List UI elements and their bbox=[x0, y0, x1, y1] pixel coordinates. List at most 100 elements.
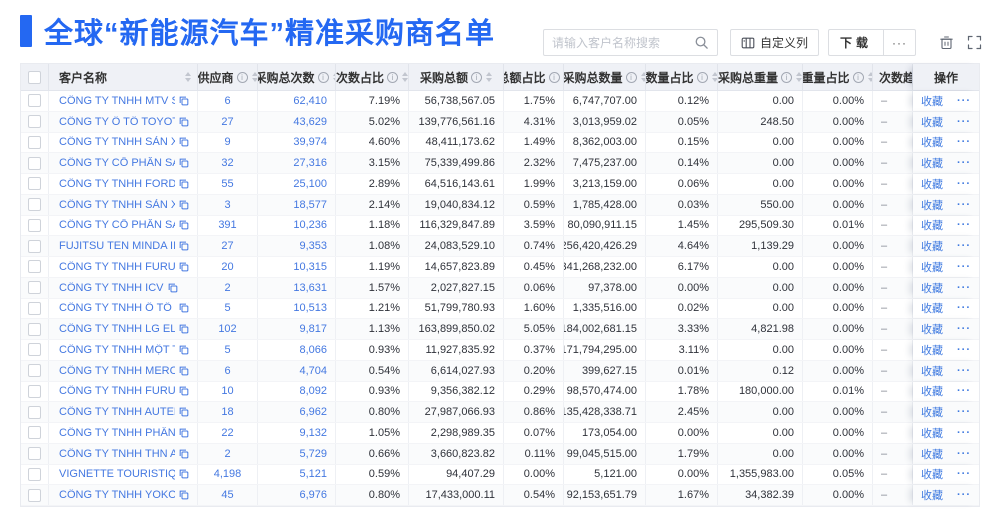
column-header-amount_pct[interactable]: 总额占比i bbox=[504, 64, 564, 90]
favorite-button[interactable]: 收藏 bbox=[921, 178, 943, 191]
favorite-button[interactable]: 收藏 bbox=[921, 220, 943, 233]
row-checkbox[interactable] bbox=[28, 94, 41, 108]
column-header-weight[interactable]: 采购总重量 i bbox=[718, 64, 803, 90]
customer-name-link[interactable]: CÔNG TY TNHH FORD VIỆT NAM bbox=[59, 177, 175, 190]
favorite-button[interactable]: 收藏 bbox=[921, 469, 943, 482]
row-more-button[interactable]: ··· bbox=[957, 198, 971, 211]
delete-icon[interactable] bbox=[936, 29, 956, 56]
sort-icon[interactable] bbox=[796, 72, 802, 82]
row-more-button[interactable]: ··· bbox=[957, 94, 971, 107]
customer-name-link[interactable]: VIGNETTE TOURISTIQUE G UNI... bbox=[59, 468, 175, 481]
row-more-button[interactable]: ··· bbox=[957, 260, 971, 273]
row-checkbox[interactable] bbox=[28, 135, 41, 149]
column-header-supplier[interactable]: 供应商 i bbox=[198, 64, 258, 90]
customer-name-link[interactable]: CÔNG TY CỔ PHẦN SẢN XUẤT... bbox=[59, 219, 175, 232]
copy-icon[interactable] bbox=[179, 449, 189, 459]
favorite-button[interactable]: 收藏 bbox=[921, 303, 943, 316]
copy-icon[interactable] bbox=[179, 469, 189, 479]
info-icon[interactable]: i bbox=[548, 71, 560, 83]
favorite-button[interactable]: 收藏 bbox=[921, 324, 943, 337]
row-checkbox[interactable] bbox=[28, 301, 41, 315]
row-checkbox[interactable] bbox=[28, 177, 41, 191]
favorite-button[interactable]: 收藏 bbox=[921, 344, 943, 357]
row-more-button[interactable]: ··· bbox=[957, 177, 971, 190]
search-icon[interactable] bbox=[694, 35, 709, 50]
favorite-button[interactable]: 收藏 bbox=[921, 241, 943, 254]
copy-icon[interactable] bbox=[179, 303, 189, 313]
row-checkbox[interactable] bbox=[28, 343, 41, 357]
copy-icon[interactable] bbox=[179, 428, 189, 438]
row-more-button[interactable]: ··· bbox=[957, 489, 971, 502]
row-checkbox[interactable] bbox=[28, 467, 41, 481]
row-more-button[interactable]: ··· bbox=[957, 240, 971, 253]
row-more-button[interactable]: ··· bbox=[957, 323, 971, 336]
row-more-button[interactable]: ··· bbox=[957, 343, 971, 356]
row-more-button[interactable]: ··· bbox=[957, 406, 971, 419]
row-checkbox[interactable] bbox=[28, 405, 41, 419]
row-checkbox[interactable] bbox=[28, 384, 41, 398]
column-header-quantity_pct[interactable]: 数量占比 i bbox=[646, 64, 718, 90]
favorite-button[interactable]: 收藏 bbox=[921, 365, 943, 378]
info-icon[interactable]: i bbox=[625, 71, 637, 83]
column-header-weight_pct[interactable]: 重量占比 i bbox=[803, 64, 873, 90]
favorite-button[interactable]: 收藏 bbox=[921, 407, 943, 420]
download-more-button[interactable]: ··· bbox=[884, 30, 915, 55]
customer-name-link[interactable]: CÔNG TY TNHH AUTEL VIỆT N... bbox=[59, 406, 175, 419]
info-icon[interactable]: i bbox=[471, 71, 482, 83]
copy-icon[interactable] bbox=[179, 200, 189, 210]
row-checkbox[interactable] bbox=[28, 447, 41, 461]
favorite-button[interactable]: 收藏 bbox=[921, 95, 943, 108]
download-button[interactable]: 下载 bbox=[829, 30, 884, 55]
info-icon[interactable]: i bbox=[852, 71, 864, 83]
row-more-button[interactable]: ··· bbox=[957, 219, 971, 232]
favorite-button[interactable]: 收藏 bbox=[921, 116, 943, 129]
row-more-button[interactable]: ··· bbox=[957, 426, 971, 439]
copy-icon[interactable] bbox=[179, 490, 189, 500]
column-header-quantity[interactable]: 采购总数量 i bbox=[564, 64, 646, 90]
sort-icon[interactable] bbox=[711, 72, 717, 82]
copy-icon[interactable] bbox=[179, 407, 189, 417]
copy-icon[interactable] bbox=[179, 220, 189, 230]
favorite-button[interactable]: 收藏 bbox=[921, 137, 943, 150]
copy-icon[interactable] bbox=[179, 117, 189, 127]
customer-name-link[interactable]: CÔNG TY CỔ PHẦN SẢN XUẤT... bbox=[59, 157, 175, 170]
sort-icon[interactable] bbox=[486, 72, 492, 82]
row-more-button[interactable]: ··· bbox=[957, 115, 971, 128]
favorite-button[interactable]: 收藏 bbox=[921, 158, 943, 171]
customer-name-link[interactable]: CÔNG TY TNHH PHÂN PHỐI T... bbox=[59, 426, 175, 439]
copy-icon[interactable] bbox=[179, 179, 189, 189]
copy-icon[interactable] bbox=[179, 262, 189, 272]
row-more-button[interactable]: ··· bbox=[957, 468, 971, 481]
favorite-button[interactable]: 收藏 bbox=[921, 448, 943, 461]
customize-columns-button[interactable]: 自定义列 bbox=[729, 29, 819, 56]
column-header-times[interactable]: 采购总次数 i bbox=[258, 64, 336, 90]
row-more-button[interactable]: ··· bbox=[957, 447, 971, 460]
row-checkbox[interactable] bbox=[28, 322, 41, 336]
info-icon[interactable]: i bbox=[696, 71, 708, 83]
info-icon[interactable]: i bbox=[317, 71, 329, 83]
sort-icon[interactable] bbox=[251, 72, 257, 82]
customer-name-link[interactable]: CÔNG TY TNHH YOKOWO VIỆT... bbox=[59, 489, 175, 502]
copy-icon[interactable] bbox=[179, 345, 189, 355]
row-checkbox[interactable] bbox=[28, 281, 41, 295]
row-checkbox[interactable] bbox=[28, 218, 41, 232]
customer-name-link[interactable]: FUJITSU TEN MINDA INDIA PVT... bbox=[59, 240, 175, 253]
customer-name-link[interactable]: CÔNG TY TNHH FURUKAWA A... bbox=[59, 260, 175, 273]
sort-icon[interactable] bbox=[185, 72, 191, 82]
row-checkbox[interactable] bbox=[28, 488, 41, 502]
sort-icon[interactable] bbox=[867, 72, 872, 82]
row-checkbox[interactable] bbox=[28, 115, 41, 129]
row-more-button[interactable]: ··· bbox=[957, 364, 971, 377]
customer-name-link[interactable]: CÔNG TY TNHH SẢN XUẤT VÀ ... bbox=[59, 198, 175, 211]
copy-icon[interactable] bbox=[179, 137, 189, 147]
favorite-button[interactable]: 收藏 bbox=[921, 199, 943, 212]
row-more-button[interactable]: ··· bbox=[957, 281, 971, 294]
customer-name-link[interactable]: CÔNG TY TNHH THN AUTOPAR... bbox=[59, 447, 175, 460]
copy-icon[interactable] bbox=[168, 283, 178, 293]
info-icon[interactable]: i bbox=[781, 71, 793, 83]
favorite-button[interactable]: 收藏 bbox=[921, 282, 943, 295]
row-checkbox[interactable] bbox=[28, 198, 41, 212]
customer-name-link[interactable]: CÔNG TY TNHH LG ELECTRON... bbox=[59, 323, 175, 336]
select-all-checkbox[interactable] bbox=[28, 70, 41, 84]
fullscreen-icon[interactable] bbox=[964, 29, 984, 56]
